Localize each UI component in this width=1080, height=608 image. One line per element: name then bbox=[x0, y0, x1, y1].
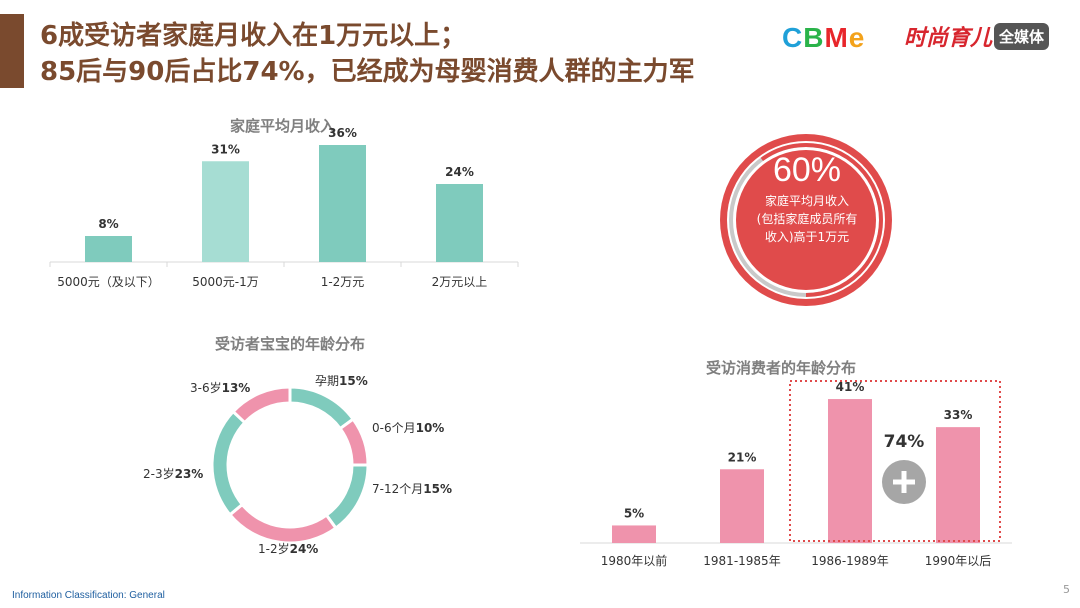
consumer-bar-label: 5% bbox=[624, 506, 644, 520]
income-category-label: 1-2万元 bbox=[321, 275, 365, 289]
stat-desc-line-3: 收入)高于1万元 bbox=[764, 230, 850, 244]
baby-age-category: 0-6个月 bbox=[372, 421, 416, 435]
cbme-logo-letter: B bbox=[803, 22, 825, 53]
baby-age-category: 2-3岁 bbox=[143, 466, 175, 481]
income-bar bbox=[85, 236, 132, 262]
baby-age-slice bbox=[338, 417, 370, 467]
cbme-logo: CBMe bbox=[782, 22, 865, 54]
baby-age-label: 2-3岁23% bbox=[143, 466, 203, 481]
stat-desc-line-2: (包括家庭成员所有 bbox=[756, 212, 858, 226]
cbme-logo-letter: M bbox=[824, 22, 849, 53]
income-bar bbox=[319, 145, 366, 262]
baby-age-label: 7-12个月15% bbox=[372, 482, 452, 496]
info-classification: Information Classification: General bbox=[12, 590, 165, 601]
baby-age-category: 1-2岁 bbox=[258, 541, 290, 556]
stat-ring-progress bbox=[729, 143, 883, 297]
income-category-label: 5000元-1万 bbox=[192, 275, 259, 289]
stat-desc-line-1: 家庭平均月收入 bbox=[764, 194, 849, 208]
baby-age-slice bbox=[288, 385, 356, 431]
consumer-bar bbox=[720, 469, 764, 543]
baby-age-slice bbox=[324, 463, 370, 531]
consumer-bar bbox=[612, 525, 656, 543]
baby-age-category: 孕期 bbox=[315, 374, 339, 388]
income-stat-text: 60% 家庭平均月收入 (包括家庭成员所有 收入)高于1万元 bbox=[732, 150, 882, 246]
income-category-label: 5000元（及以下） bbox=[57, 275, 160, 289]
baby-age-label: 孕期15% bbox=[315, 374, 368, 388]
consumer-age-chart-title: 受访消费者的年龄分布 bbox=[706, 359, 857, 377]
income-bar-label: 24% bbox=[445, 165, 474, 179]
income-bar-label: 8% bbox=[98, 217, 118, 231]
page-number: 5 bbox=[1063, 583, 1070, 596]
baby-age-label: 3-6岁13% bbox=[190, 380, 250, 395]
baby-age-value: 23% bbox=[175, 467, 204, 481]
stat-inner-circle bbox=[736, 150, 876, 290]
cbme-logo-letter: C bbox=[782, 22, 804, 53]
consumer-category-label: 1981-1985年 bbox=[703, 554, 780, 568]
stat-value: 60% bbox=[772, 151, 842, 189]
income-bar-label: 36% bbox=[328, 126, 357, 140]
consumer-bar-label: 41% bbox=[836, 380, 865, 394]
baby-age-slice bbox=[210, 409, 247, 517]
baby-age-value: 10% bbox=[416, 421, 445, 435]
logo-badge: 全媒体 bbox=[994, 22, 1050, 50]
consumer-bar-label: 33% bbox=[944, 408, 973, 422]
income-bar-label: 31% bbox=[211, 142, 240, 156]
consumer-bar-label: 21% bbox=[728, 450, 757, 464]
page-title: 6成受访者家庭月收入在1万元以上； 85后与90后占比74%，已经成为母婴消费人… bbox=[40, 18, 695, 90]
baby-age-label: 1-2岁24% bbox=[258, 541, 318, 556]
fashion-parenting-logo: 时尚育儿 全媒体 bbox=[904, 22, 1050, 51]
baby-age-label: 0-6个月10% bbox=[372, 421, 444, 435]
title-line-2: 85后与90后占比74%，已经成为母婴消费人群的主力军 bbox=[40, 57, 695, 87]
title-accent-bar bbox=[0, 14, 24, 88]
baby-age-category: 3-6岁 bbox=[190, 380, 222, 395]
baby-age-slice bbox=[227, 502, 338, 545]
income-bar bbox=[436, 184, 483, 262]
cbme-logo-letter: e bbox=[848, 22, 866, 53]
income-chart-title: 家庭平均月收入 bbox=[230, 117, 336, 135]
baby-age-value: 13% bbox=[222, 381, 251, 395]
income-category-label: 2万元以上 bbox=[432, 275, 488, 289]
baby-age-value: 15% bbox=[339, 374, 368, 388]
consumer-category-label: 1990年以后 bbox=[925, 554, 992, 568]
consumer-bar bbox=[936, 427, 980, 543]
income-bar bbox=[202, 161, 249, 262]
baby-age-category: 7-12个月 bbox=[372, 482, 423, 496]
title-line-1: 6成受访者家庭月收入在1万元以上； bbox=[40, 21, 467, 51]
baby-age-chart-title: 受访者宝宝的年龄分布 bbox=[215, 335, 366, 353]
consumer-category-label: 1980年以前 bbox=[601, 553, 668, 568]
consumer-highlight-box bbox=[789, 380, 1001, 542]
consumer-bar bbox=[828, 399, 872, 543]
consumer-category-label: 1986-1989年 bbox=[811, 554, 888, 568]
plus-icon bbox=[901, 471, 907, 493]
baby-age-slice bbox=[231, 385, 292, 425]
consumer-combined-label: 74% bbox=[884, 432, 925, 452]
baby-age-value: 24% bbox=[290, 542, 319, 556]
logo-main-text: 时尚育儿 bbox=[904, 25, 993, 51]
baby-age-value: 15% bbox=[423, 482, 452, 496]
